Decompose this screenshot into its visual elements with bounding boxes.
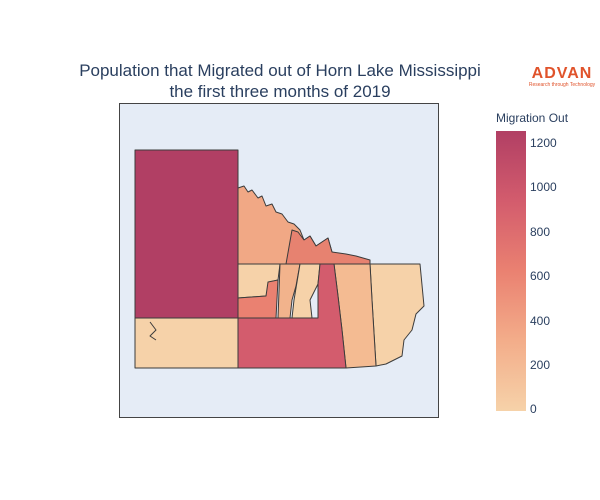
logo-tagline: Research through Technology <box>528 82 596 88</box>
county-south-central[interactable] <box>237 263 347 369</box>
colorbar <box>496 131 526 411</box>
county-west-large[interactable] <box>134 149 239 319</box>
county-notch <box>149 321 157 341</box>
colorbar-tick: 1000 <box>530 180 557 194</box>
colorbar-tick: 400 <box>530 314 551 328</box>
colorbar-tick: 200 <box>530 358 551 372</box>
county-east[interactable] <box>369 263 425 367</box>
colorbar-tick: 1200 <box>530 136 557 150</box>
colorbar-tick: 800 <box>530 225 551 239</box>
colorbar-title: Migration Out <box>496 111 569 125</box>
chart-title: Population that Migrated out of Horn Lak… <box>0 60 560 102</box>
logo-wordmark: ADVAN <box>531 65 593 82</box>
chart-title-line2: the first three months of 2019 <box>169 82 391 101</box>
colorbar-tick: 0 <box>530 402 537 416</box>
colorbar-tick: 600 <box>530 269 551 283</box>
chart-title-line1: Population that Migrated out of Horn Lak… <box>79 61 481 80</box>
county-northeast[interactable] <box>285 229 371 265</box>
advan-logo: ADVAN Research through Technology <box>527 65 597 89</box>
county-southwest[interactable] <box>134 317 239 369</box>
